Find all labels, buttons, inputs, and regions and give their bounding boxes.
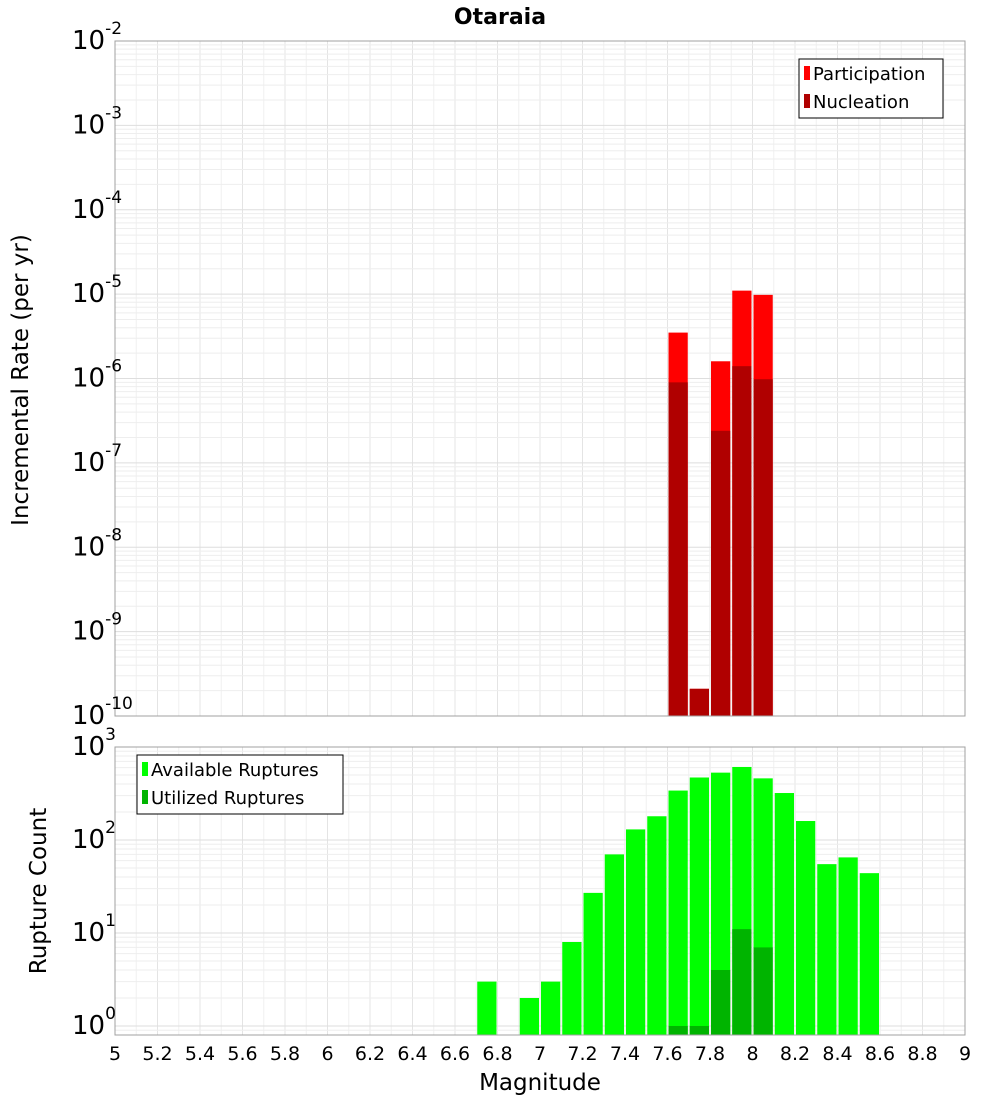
top-y-axis-label: Incremental Rate (per yr) [8,234,34,526]
chart-title: Otaraia [454,5,546,30]
plot-frame [114,40,966,717]
bar-available-ruptures [817,864,837,1035]
bar-available-ruptures [477,981,497,1035]
y-tick-label: 102 [72,818,116,855]
x-tick-label: 8.8 [907,1043,937,1065]
y-tick-exponent: -3 [105,103,122,123]
y-tick-exponent: -8 [105,525,122,545]
x-tick-label: 6.4 [397,1043,427,1065]
legend-box [798,58,944,119]
bar-utilized-ruptures [668,1025,688,1035]
x-tick-label: 5.2 [142,1043,172,1065]
x-tick-label: 9 [959,1043,971,1065]
y-tick-exponent: -10 [105,694,133,714]
x-tick-label: 5 [109,1043,121,1065]
x-tick-label: 6.8 [482,1043,512,1065]
legend-label: Available Ruptures [151,760,319,781]
y-tick-label: 101 [72,911,116,948]
bar-nucleation [711,430,731,716]
bar-available-ruptures [647,816,667,1035]
x-tick-label: 7 [534,1043,546,1065]
bar-available-ruptures [562,942,582,1035]
y-tick-exponent: -6 [105,357,122,377]
bar-available-ruptures [583,892,603,1035]
bar-utilized-ruptures [753,947,773,1035]
x-tick-label: 6 [321,1043,333,1065]
legend-swatch [142,762,148,776]
x-tick-label: 7.2 [567,1043,597,1065]
legend-swatch [804,94,810,108]
bar-available-ruptures [774,793,794,1035]
y-tick-exponent: -4 [105,188,122,208]
legend-swatch [804,66,810,80]
bar-utilized-ruptures [689,1025,709,1035]
x-tick-label: 5.4 [185,1043,215,1065]
bottom-y-axis-label: Rupture Count [26,808,52,974]
x-axis-label: Magnitude [479,1070,601,1096]
bar-available-ruptures [604,854,624,1035]
legend-box [136,754,344,815]
bar-available-ruptures [859,873,879,1035]
bar-available-ruptures [519,997,539,1035]
panel-1: 10-210-310-410-510-610-710-810-910-10Par… [72,19,966,731]
bar-available-ruptures [796,821,816,1035]
bar-utilized-ruptures [711,969,731,1035]
bar-nucleation [689,688,709,716]
bar-nucleation [668,382,688,716]
x-tick-label: 5.6 [227,1043,257,1065]
x-tick-label: 6.2 [355,1043,385,1065]
y-tick-exponent: -5 [105,272,122,292]
legend-label: Participation [813,64,925,85]
y-tick-exponent: 2 [105,818,116,838]
y-tick-exponent: -2 [105,19,122,39]
y-tick-label: 100 [72,1004,116,1041]
x-tick-label: 7.4 [610,1043,640,1065]
bar-available-ruptures [668,790,688,1035]
x-tick-label: 8.2 [780,1043,810,1065]
bar-available-ruptures [689,777,709,1035]
x-tick-label: 8.4 [822,1043,852,1065]
bar-available-ruptures [626,829,646,1035]
x-tick-label: 8 [746,1043,758,1065]
y-tick-label: 10-10 [72,694,133,731]
y-tick-exponent: -9 [105,610,122,630]
legend-swatch [142,790,148,804]
y-tick-label: 10-4 [72,188,122,225]
x-tick-label: 6.6 [440,1043,470,1065]
bar-available-ruptures [838,857,858,1035]
bar-nucleation [753,379,773,716]
y-tick-exponent: 3 [105,725,116,745]
x-tick-label: 8.6 [865,1043,895,1065]
plot-frame [114,746,966,1036]
bar-available-ruptures [541,981,561,1035]
y-tick-label: 10-3 [72,103,122,140]
x-tick-label: 7.6 [652,1043,682,1065]
legend-label: Nucleation [813,92,909,113]
x-tick-label: 5.8 [270,1043,300,1065]
bar-available-ruptures [711,772,731,1035]
y-tick-exponent: 0 [105,1004,116,1024]
y-tick-exponent: -7 [105,441,122,461]
x-tick-label: 7.8 [695,1043,725,1065]
bar-nucleation [732,366,752,716]
legend-label: Utilized Ruptures [151,788,304,809]
y-tick-exponent: 1 [105,911,116,931]
bar-utilized-ruptures [732,929,752,1035]
